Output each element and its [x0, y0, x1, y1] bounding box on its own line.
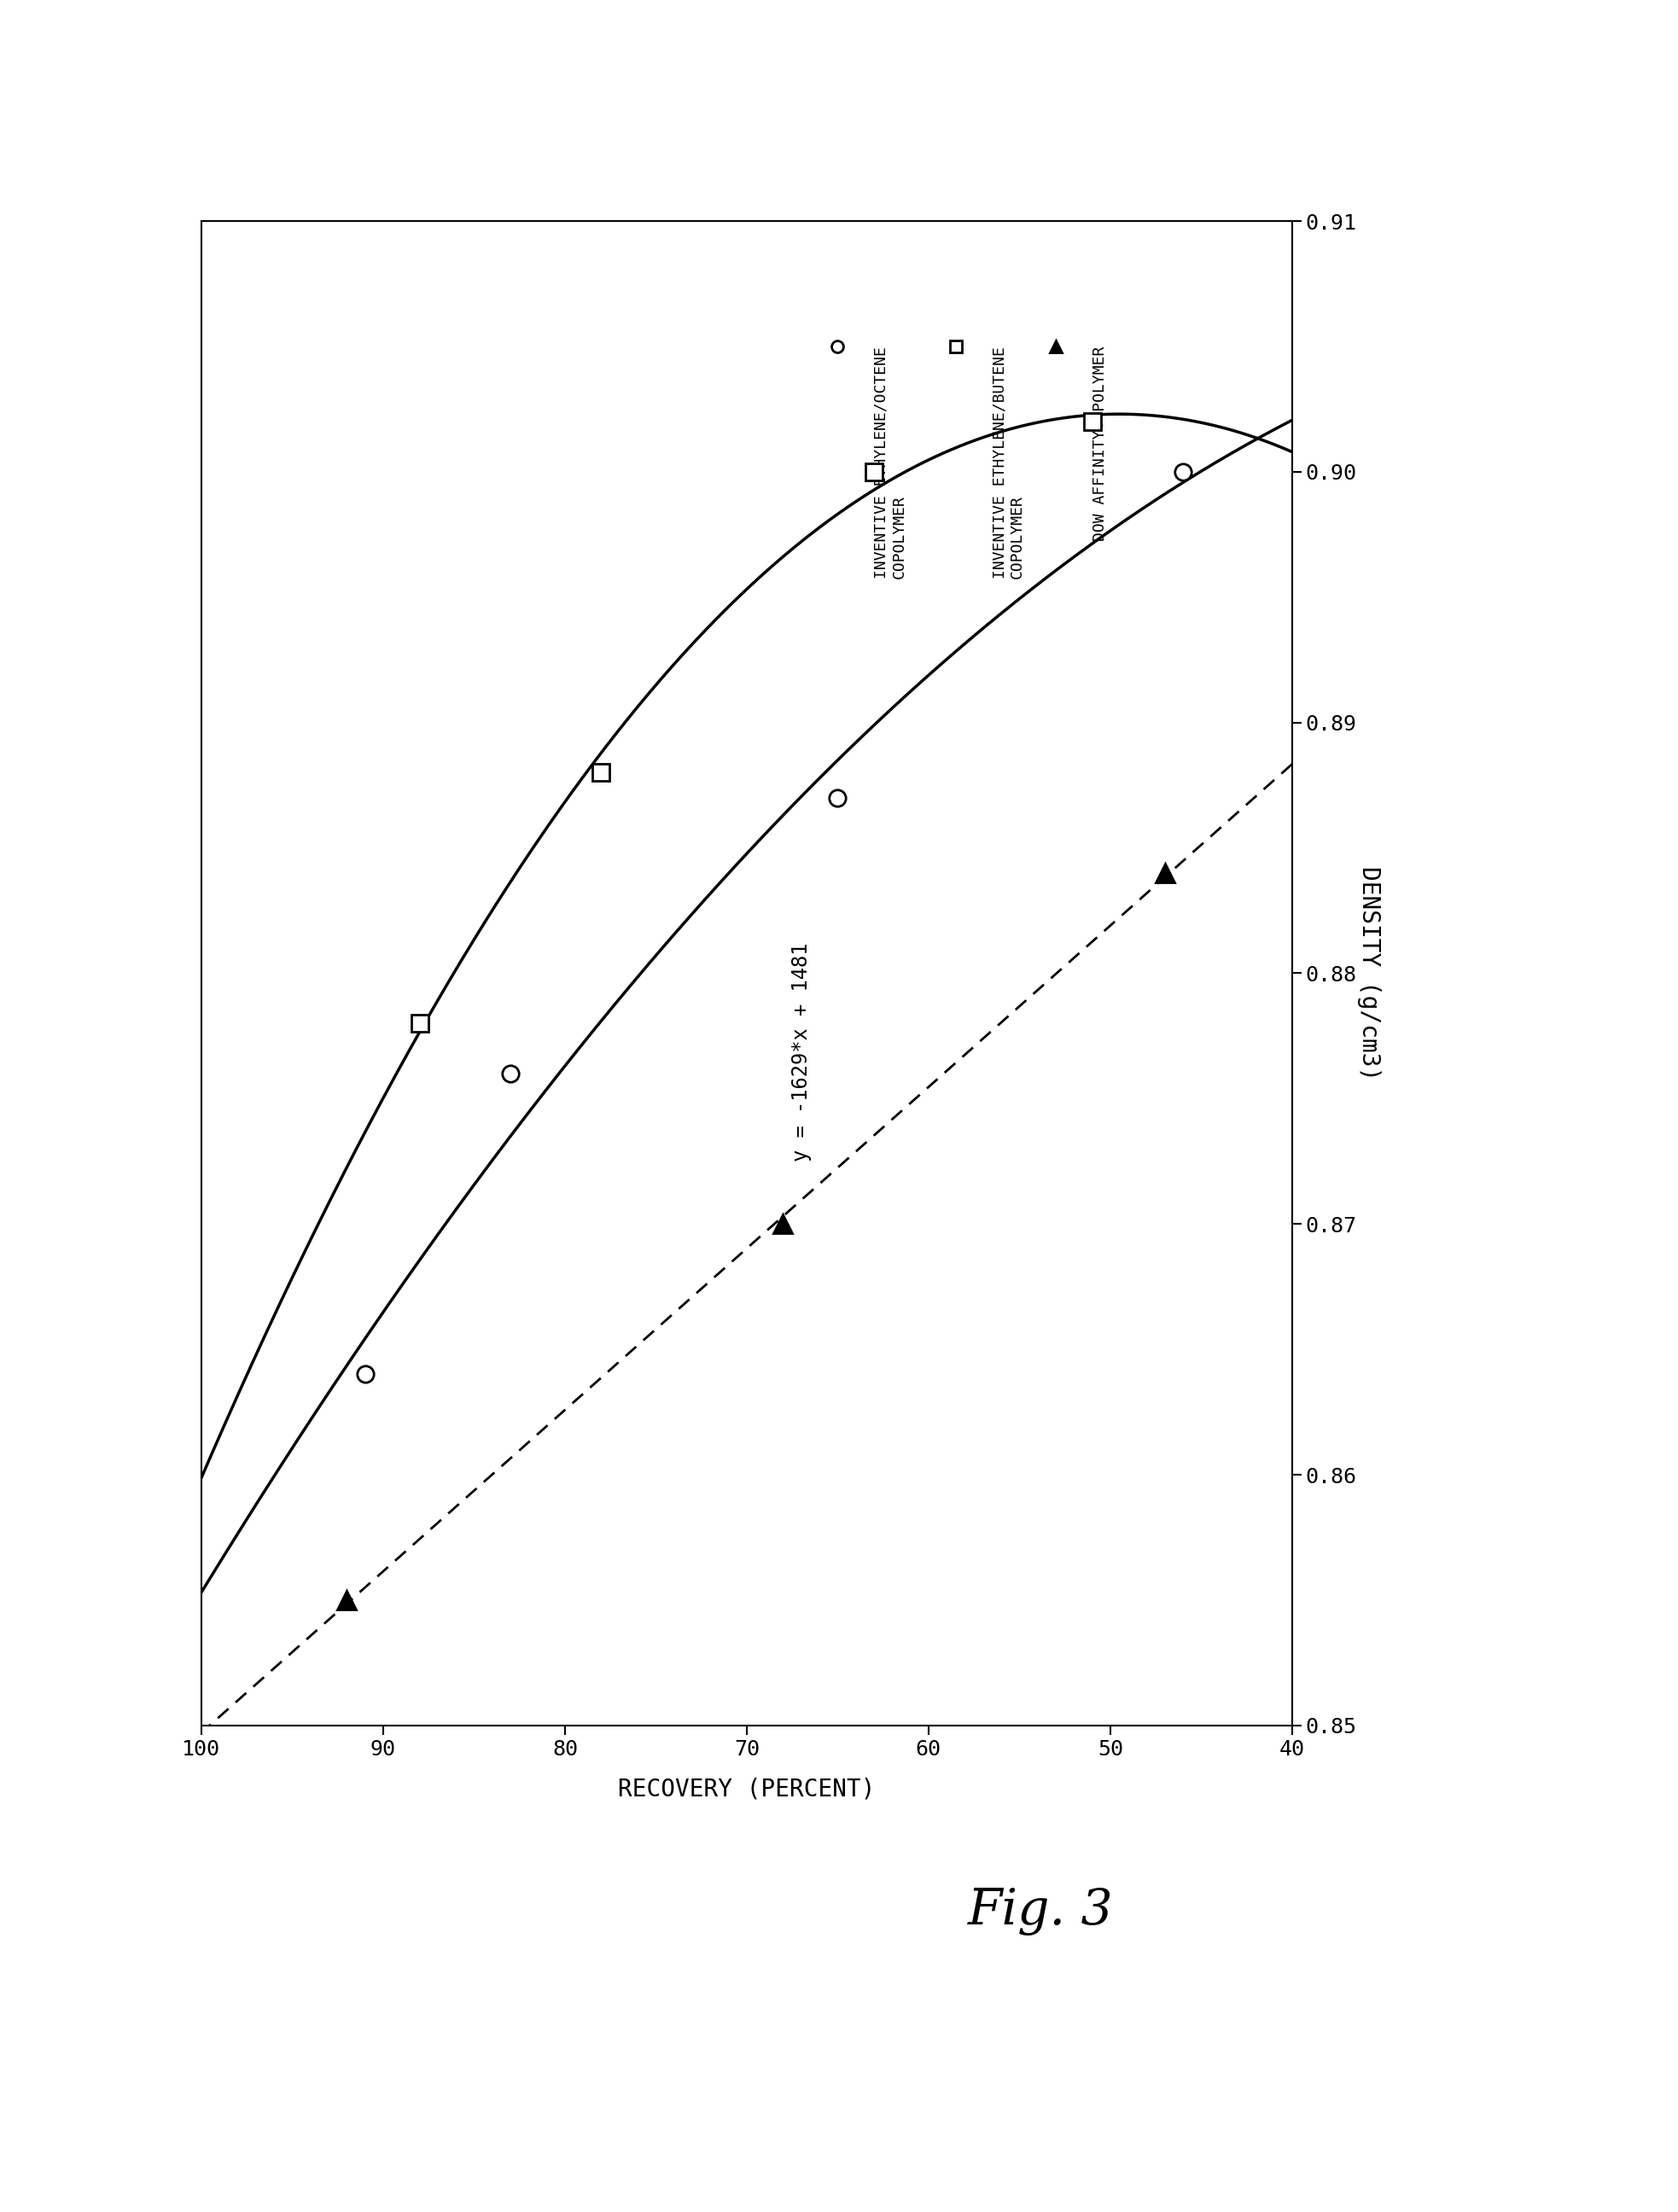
Text: DOW AFFINITY® POLYMER: DOW AFFINITY® POLYMER — [1092, 347, 1107, 542]
Text: INVENTIVE ETHYLENE/BUTENE
COPOLYMER: INVENTIVE ETHYLENE/BUTENE COPOLYMER — [992, 347, 1025, 580]
Text: INVENTIVE ETHYLENE/OCTENE
COPOLYMER: INVENTIVE ETHYLENE/OCTENE COPOLYMER — [874, 347, 908, 580]
Text: y = -1629*x + 1481: y = -1629*x + 1481 — [790, 942, 812, 1161]
Y-axis label: DENSITY (g/cm3): DENSITY (g/cm3) — [1358, 867, 1381, 1079]
Text: Fig. 3: Fig. 3 — [968, 1887, 1113, 1936]
X-axis label: RECOVERY (PERCENT): RECOVERY (PERCENT) — [618, 1776, 876, 1801]
